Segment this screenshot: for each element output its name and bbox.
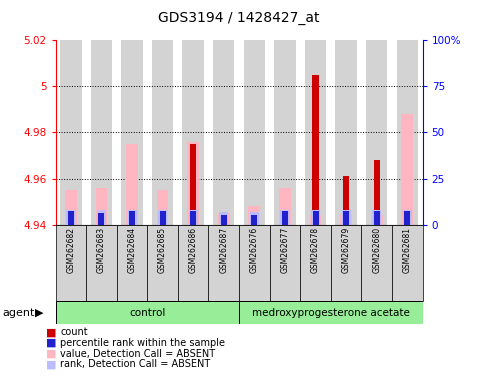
Bar <box>221 215 227 225</box>
Bar <box>250 212 259 225</box>
Text: rank, Detection Call = ABSENT: rank, Detection Call = ABSENT <box>60 359 211 369</box>
Bar <box>209 225 239 301</box>
Bar <box>361 225 392 301</box>
Bar <box>96 188 107 225</box>
Text: percentile rank within the sample: percentile rank within the sample <box>60 338 226 348</box>
Bar <box>274 40 296 225</box>
Bar <box>404 211 411 225</box>
Bar <box>158 210 167 225</box>
Text: GSM262680: GSM262680 <box>372 227 381 273</box>
Bar <box>218 213 230 225</box>
Bar <box>97 210 106 225</box>
Bar <box>91 40 112 225</box>
Text: GDS3194 / 1428427_at: GDS3194 / 1428427_at <box>158 11 320 25</box>
Bar <box>372 210 381 225</box>
Bar <box>331 225 361 301</box>
Bar <box>343 176 349 225</box>
Bar <box>305 40 327 225</box>
Text: ■: ■ <box>46 338 57 348</box>
Text: GSM262679: GSM262679 <box>341 227 351 273</box>
Bar <box>313 75 319 225</box>
Bar <box>189 210 198 225</box>
Bar <box>156 190 169 225</box>
Text: GSM262676: GSM262676 <box>250 227 259 273</box>
Bar <box>371 215 383 225</box>
Bar <box>366 40 387 225</box>
Text: control: control <box>129 308 166 318</box>
Text: GSM262681: GSM262681 <box>403 227 412 273</box>
Bar <box>128 210 137 225</box>
Bar <box>56 301 239 324</box>
Bar <box>401 114 413 225</box>
Bar <box>282 211 288 225</box>
Bar <box>117 225 147 301</box>
Text: medroxyprogesterone acetate: medroxyprogesterone acetate <box>252 308 410 318</box>
Bar <box>392 225 423 301</box>
Bar <box>341 210 351 225</box>
Bar <box>66 210 75 225</box>
Text: GSM262677: GSM262677 <box>281 227 289 273</box>
Bar <box>343 211 349 225</box>
Bar <box>279 188 291 225</box>
Text: GSM262683: GSM262683 <box>97 227 106 273</box>
Text: GSM262682: GSM262682 <box>66 227 75 273</box>
Bar <box>190 211 196 225</box>
Bar <box>56 225 86 301</box>
Bar <box>340 215 352 225</box>
Bar <box>311 210 320 225</box>
Bar <box>300 225 331 301</box>
Text: GSM262686: GSM262686 <box>189 227 198 273</box>
Text: GSM262678: GSM262678 <box>311 227 320 273</box>
Text: GSM262687: GSM262687 <box>219 227 228 273</box>
Bar <box>313 211 319 225</box>
Bar <box>239 301 423 324</box>
Bar <box>183 40 204 225</box>
Bar <box>187 142 199 225</box>
Text: value, Detection Call = ABSENT: value, Detection Call = ABSENT <box>60 349 215 359</box>
Bar <box>270 225 300 301</box>
Bar <box>178 225 209 301</box>
Bar <box>99 213 104 225</box>
Text: ■: ■ <box>46 349 57 359</box>
Bar <box>397 40 418 225</box>
Bar <box>159 211 166 225</box>
Text: ▶: ▶ <box>35 308 43 318</box>
Text: ■: ■ <box>46 359 57 369</box>
Bar <box>152 40 173 225</box>
Bar <box>373 160 380 225</box>
Text: GSM262684: GSM262684 <box>128 227 137 273</box>
Bar <box>374 211 380 225</box>
Bar <box>251 215 257 225</box>
Bar <box>65 190 77 225</box>
Bar <box>190 144 197 225</box>
Bar <box>121 40 143 225</box>
Bar <box>248 206 260 225</box>
Bar <box>244 40 265 225</box>
Text: count: count <box>60 327 88 337</box>
Text: ■: ■ <box>46 327 57 337</box>
Bar <box>129 211 135 225</box>
Bar <box>147 225 178 301</box>
Bar <box>213 40 235 225</box>
Bar <box>281 210 289 225</box>
Bar <box>219 212 228 225</box>
Bar <box>239 225 270 301</box>
Bar <box>86 225 117 301</box>
Bar <box>403 210 412 225</box>
Bar <box>126 144 138 225</box>
Bar <box>60 40 82 225</box>
Bar <box>335 40 357 225</box>
Bar <box>68 211 74 225</box>
Text: agent: agent <box>2 308 35 318</box>
Bar <box>310 215 322 225</box>
Text: GSM262685: GSM262685 <box>158 227 167 273</box>
